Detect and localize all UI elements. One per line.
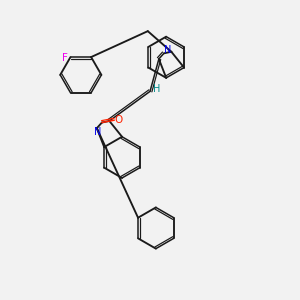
Text: F: F <box>62 53 68 63</box>
Text: O: O <box>114 115 122 124</box>
Text: N: N <box>164 45 172 55</box>
Text: N: N <box>94 127 101 137</box>
Text: H: H <box>153 84 160 94</box>
